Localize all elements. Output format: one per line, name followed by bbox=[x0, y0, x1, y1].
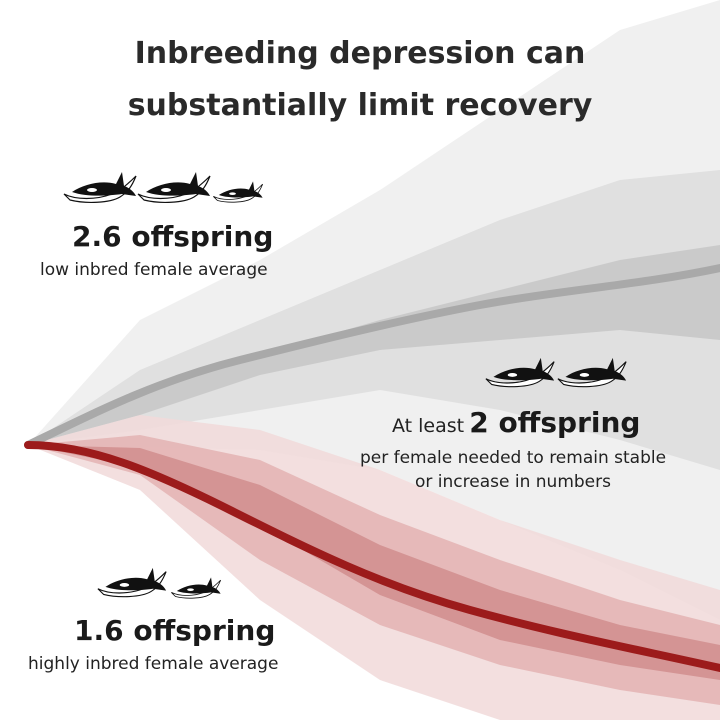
high-inbred-label: 1.6 offspring bbox=[74, 614, 275, 647]
high-inbred-caption-block: highly inbred female average bbox=[28, 654, 278, 674]
threshold-prefix: At least bbox=[392, 415, 465, 437]
low-inbred-caption-block: low inbred female average bbox=[40, 260, 268, 280]
orca-icon bbox=[557, 357, 627, 388]
orca-icon bbox=[171, 577, 222, 599]
orca-icon bbox=[485, 357, 555, 388]
orca-icon bbox=[137, 172, 211, 203]
threshold-caption: per female needed to remain stable or in… bbox=[338, 448, 688, 492]
orca-icon bbox=[213, 181, 264, 203]
orca-icon bbox=[97, 567, 167, 598]
high-inbred-caption: highly inbred female average bbox=[28, 654, 279, 674]
red-inner-band bbox=[28, 445, 720, 680]
high-inbred-headline: 1.6 offspring bbox=[74, 614, 276, 647]
threshold-label: At least 2 offspring bbox=[392, 406, 640, 439]
title-line-2: substantially limit recovery bbox=[127, 88, 593, 123]
low-inbred-label: 2.6 offspring bbox=[72, 220, 273, 253]
gray-mid-band bbox=[28, 170, 720, 470]
gray-mean-line bbox=[24, 264, 720, 449]
red-mean-line bbox=[24, 441, 720, 672]
orca-icon bbox=[63, 172, 137, 203]
low-inbred-headline: 2.6 offspring bbox=[72, 220, 274, 253]
threshold-caption-line-1: per female needed to remain stable bbox=[359, 448, 667, 468]
threshold-headline: 2 offspring bbox=[469, 406, 641, 439]
threshold-caption-line-2: or increase in numbers bbox=[415, 472, 611, 492]
low-inbred-caption: low inbred female average bbox=[40, 260, 268, 280]
title-line-1: Inbreeding depression can bbox=[134, 36, 586, 71]
